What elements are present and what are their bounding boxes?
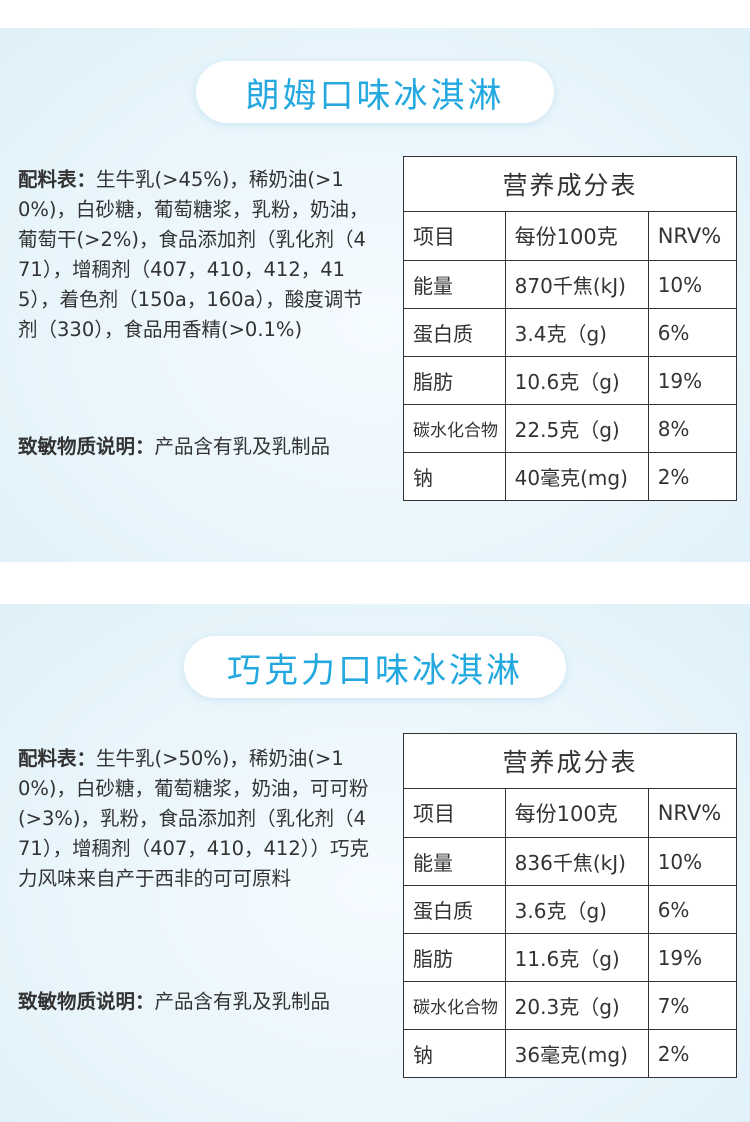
product-title: 朗姆口味冰淇淋 bbox=[245, 75, 505, 116]
allergen-note: 致敏物质说明：产品含有乳及乳制品 bbox=[18, 987, 370, 1017]
nutrient-name: 能量 bbox=[403, 260, 506, 309]
nutrition-table-caption: 营养成分表 bbox=[403, 733, 737, 789]
column-header-item: 项目 bbox=[403, 211, 506, 261]
allergen-text: 产品含有乳及乳制品 bbox=[154, 990, 331, 1013]
nutrient-amount: 870千焦(kJ) bbox=[504, 260, 649, 309]
column-header-item: 项目 bbox=[403, 788, 506, 838]
table-row: 蛋白质 3.6克（g) 6% bbox=[403, 885, 738, 934]
nutrition-table: 营养成分表 项目 每份100克 NRV% 能量 870千焦(kJ) 10% 蛋白… bbox=[403, 156, 738, 501]
nutrient-amount: 11.6克（g) bbox=[504, 933, 649, 982]
nutrient-amount: 40毫克(mg) bbox=[504, 452, 649, 501]
nutrient-amount: 22.5克（g) bbox=[504, 404, 649, 453]
product-title-pill: 朗姆口味冰淇淋 bbox=[196, 61, 554, 123]
table-row: 碳水化合物 20.3克（g) 7% bbox=[403, 981, 738, 1030]
column-header-per100g: 每份100克 bbox=[504, 788, 649, 838]
table-row: 能量 870千焦(kJ) 10% bbox=[403, 260, 738, 309]
nutrient-amount: 3.6克（g) bbox=[504, 885, 649, 934]
table-row: 钠 40毫克(mg) 2% bbox=[403, 452, 738, 501]
column-header-nrv: NRV% bbox=[647, 788, 738, 838]
allergen-label: 致敏物质说明： bbox=[18, 435, 155, 458]
nutrient-nrv: 19% bbox=[647, 933, 738, 982]
nutrient-nrv: 19% bbox=[647, 356, 738, 405]
nutrient-amount: 836千焦(kJ) bbox=[504, 837, 649, 886]
ingredients-label: 配料表： bbox=[18, 168, 97, 191]
nutrient-name: 蛋白质 bbox=[403, 885, 506, 934]
ingredients-label: 配料表： bbox=[18, 747, 97, 770]
ingredients-text: 生牛乳(>50%)，稀奶油(>10%)，白砂糖，葡萄糖浆，奶油，可可粉(>3%)… bbox=[18, 747, 369, 890]
table-row: 能量 836千焦(kJ) 10% bbox=[403, 837, 738, 886]
nutrient-nrv: 8% bbox=[647, 404, 738, 453]
column-header-per100g: 每份100克 bbox=[504, 211, 649, 261]
allergen-note: 致敏物质说明：产品含有乳及乳制品 bbox=[18, 432, 370, 462]
nutrient-amount: 3.4克（g) bbox=[504, 308, 649, 357]
table-row: 钠 36毫克(mg) 2% bbox=[403, 1029, 738, 1078]
nutrient-name: 蛋白质 bbox=[403, 308, 506, 357]
column-header-nrv: NRV% bbox=[647, 211, 738, 261]
nutrient-nrv: 2% bbox=[647, 1029, 738, 1078]
product-title: 巧克力口味冰淇淋 bbox=[227, 650, 523, 691]
nutrient-nrv: 6% bbox=[647, 308, 738, 357]
nutrient-name: 碳水化合物 bbox=[403, 404, 506, 453]
table-row: 碳水化合物 22.5克（g) 8% bbox=[403, 404, 738, 453]
product-title-pill: 巧克力口味冰淇淋 bbox=[184, 636, 566, 698]
nutrient-nrv: 10% bbox=[647, 260, 738, 309]
nutrient-amount: 20.3克（g) bbox=[504, 981, 649, 1030]
nutrient-nrv: 7% bbox=[647, 981, 738, 1030]
nutrition-table: 营养成分表 项目 每份100克 NRV% 能量 836千焦(kJ) 10% 蛋白… bbox=[403, 733, 738, 1078]
table-row: 脂肪 10.6克（g) 19% bbox=[403, 356, 738, 405]
table-row: 蛋白质 3.4克（g) 6% bbox=[403, 308, 738, 357]
nutrient-nrv: 6% bbox=[647, 885, 738, 934]
nutrient-amount: 10.6克（g) bbox=[504, 356, 649, 405]
allergen-text: 产品含有乳及乳制品 bbox=[154, 435, 331, 458]
top-strip bbox=[0, 0, 750, 28]
nutrient-nrv: 2% bbox=[647, 452, 738, 501]
nutrient-name: 脂肪 bbox=[403, 356, 506, 405]
nutrient-name: 能量 bbox=[403, 837, 506, 886]
nutrient-name: 钠 bbox=[403, 452, 506, 501]
ingredients-text: 生牛乳(>45%)，稀奶油(>10%)，白砂糖，葡萄糖浆，乳粉，奶油，葡萄干(>… bbox=[18, 168, 369, 341]
nutrient-name: 钠 bbox=[403, 1029, 506, 1078]
nutrient-name: 脂肪 bbox=[403, 933, 506, 982]
table-row: 脂肪 11.6克（g) 19% bbox=[403, 933, 738, 982]
nutrient-amount: 36毫克(mg) bbox=[504, 1029, 649, 1078]
allergen-label: 致敏物质说明： bbox=[18, 990, 155, 1013]
ingredients-list: 配料表：生牛乳(>50%)，稀奶油(>10%)，白砂糖，葡萄糖浆，奶油，可可粉(… bbox=[18, 744, 370, 894]
nutrition-table-caption: 营养成分表 bbox=[403, 156, 737, 212]
nutrient-nrv: 10% bbox=[647, 837, 738, 886]
ingredients-list: 配料表：生牛乳(>45%)，稀奶油(>10%)，白砂糖，葡萄糖浆，乳粉，奶油，葡… bbox=[18, 165, 370, 345]
nutrient-name: 碳水化合物 bbox=[403, 981, 506, 1030]
section-divider bbox=[0, 562, 750, 604]
